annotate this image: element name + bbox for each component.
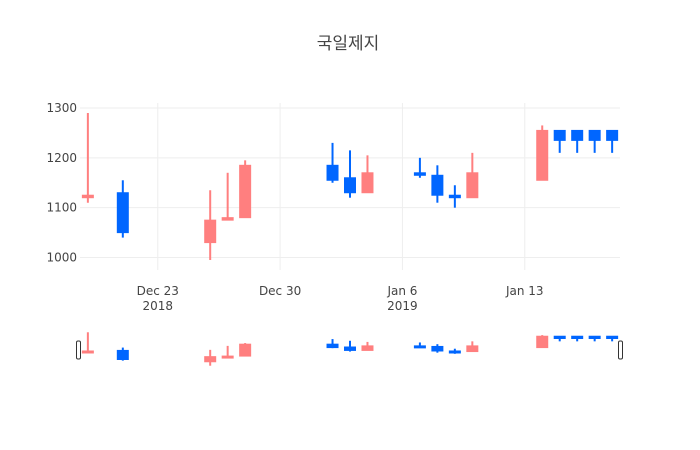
rangeslider-candle-body (326, 343, 339, 349)
candle-body (466, 172, 479, 199)
candle[interactable] (466, 152, 479, 199)
rangeslider-candle[interactable] (431, 344, 444, 353)
candle[interactable] (239, 160, 252, 219)
rangeslider-candle-body (553, 335, 566, 340)
candle-body (536, 129, 549, 181)
x-tick-label: Dec 23 (137, 284, 179, 298)
candle[interactable] (344, 150, 356, 198)
candle-body (571, 129, 584, 141)
candle[interactable] (553, 129, 566, 153)
x-tick-label: Jan 13 (505, 284, 544, 298)
candle[interactable] (571, 129, 584, 153)
x-tick-label: Dec 30 (259, 284, 301, 298)
x-tick-year-label: 2019 (387, 299, 418, 313)
rangeslider-candle[interactable] (326, 339, 339, 349)
rangeslider-candle[interactable] (221, 345, 234, 359)
rangeslider-candle-body (606, 335, 619, 340)
rangeslider-candle-body (344, 346, 356, 351)
candle[interactable] (431, 165, 444, 203)
candle-body (606, 129, 619, 141)
candle[interactable] (81, 112, 94, 203)
y-tick-label: 1000 (46, 251, 77, 265)
candle[interactable] (413, 157, 426, 178)
candle[interactable] (361, 155, 374, 194)
rangeslider-right-handle[interactable] (618, 340, 623, 360)
rangeslider-candle[interactable] (571, 335, 584, 342)
candle-body (239, 164, 252, 219)
chart-title: 국일제지 (317, 34, 380, 54)
rangeslider-candle[interactable] (239, 343, 252, 357)
candle-body (553, 129, 566, 141)
y-tick-label: 1300 (46, 101, 77, 115)
candle[interactable] (116, 180, 129, 238)
rangeslider-candle[interactable] (413, 342, 426, 349)
rangeslider-candle[interactable] (466, 341, 479, 353)
candle-body (81, 194, 94, 199)
candle-body (588, 129, 601, 141)
rangeslider-candle-body (571, 335, 584, 340)
rangeslider-candle[interactable] (553, 335, 566, 342)
candle-body (326, 164, 339, 181)
rangeslider-candle[interactable] (361, 341, 374, 351)
rangeslider-candle[interactable] (344, 340, 356, 352)
candle-body (431, 174, 444, 196)
y-axis: 1000 1100 1200 1300 (46, 101, 77, 265)
candle-body (204, 219, 217, 244)
candle[interactable] (536, 125, 549, 181)
rangeslider-candle[interactable] (588, 335, 601, 342)
rangeslider-candle[interactable] (606, 335, 619, 342)
rangeslider-candle[interactable] (116, 347, 129, 361)
candle[interactable] (204, 190, 217, 261)
rangeslider-candle[interactable] (448, 348, 461, 354)
rangeslider-candle-body (466, 345, 479, 353)
candle-body (361, 172, 374, 194)
candle[interactable] (448, 185, 461, 208)
rangeslider-candle-body (361, 345, 374, 351)
candle[interactable] (326, 142, 339, 183)
y-tick-label: 1200 (46, 151, 77, 165)
candle-body (221, 217, 234, 221)
candle[interactable] (221, 172, 234, 221)
y-tick-label: 1100 (46, 201, 77, 215)
candle-body (344, 177, 356, 194)
rangeslider-candle-body (588, 335, 601, 340)
rangeslider-candle-body (448, 350, 461, 354)
rangeslider-candle-body (239, 343, 252, 357)
rangeslider-candle[interactable] (81, 332, 94, 354)
rangeslider-candle-body (221, 355, 234, 359)
rangeslider-candle-body (204, 356, 217, 363)
candle-body (448, 194, 461, 199)
x-tick-year-label: 2018 (142, 299, 173, 313)
candle[interactable] (588, 129, 601, 153)
candle[interactable] (606, 129, 619, 153)
candle-body (413, 172, 426, 176)
x-tick-label: Jan 6 (386, 284, 417, 298)
rangeslider-candle-body (431, 345, 444, 352)
rangeslider-candle-body (413, 345, 426, 349)
range-slider[interactable] (76, 332, 623, 366)
rangeslider-candle-body (536, 335, 549, 349)
rangeslider-candle[interactable] (204, 349, 217, 366)
rangeslider-candle-body (116, 349, 129, 360)
main-plot[interactable] (81, 112, 619, 261)
candle-body (116, 192, 129, 234)
rangeslider-left-handle[interactable] (76, 340, 81, 360)
rangeslider-candle[interactable] (536, 335, 549, 349)
rangeslider-candle-body (81, 350, 94, 354)
